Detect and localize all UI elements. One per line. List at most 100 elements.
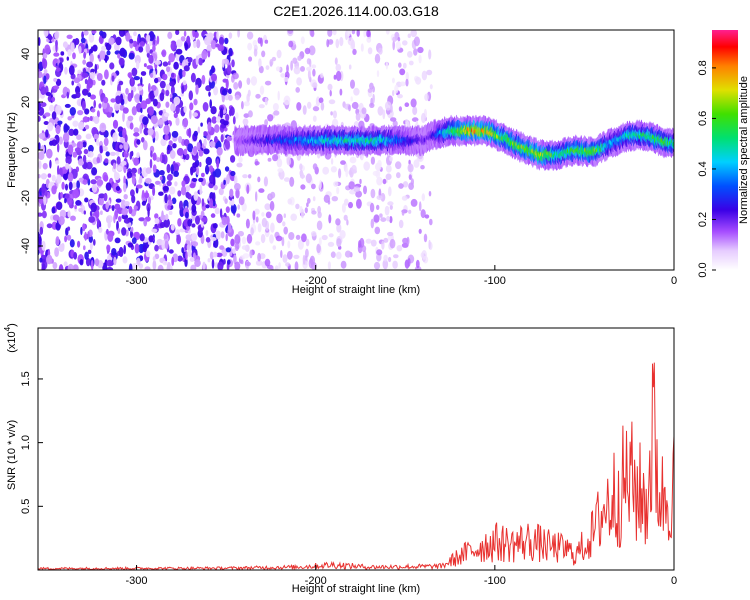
noise-speckle — [230, 203, 237, 214]
noise-speckle — [347, 37, 354, 46]
noise-speckle — [238, 80, 243, 89]
noise-speckle — [91, 30, 97, 34]
noise-speckle — [115, 36, 122, 46]
noise-speckle — [54, 31, 60, 40]
noise-speckle — [373, 261, 381, 270]
noise-speckle — [121, 199, 126, 210]
noise-speckle — [107, 220, 111, 229]
noise-speckle — [180, 36, 186, 42]
noise-speckle — [54, 247, 59, 257]
noise-speckle — [250, 76, 258, 86]
noise-speckle — [55, 124, 61, 135]
noise-speckle — [189, 182, 196, 189]
noise-speckle — [214, 207, 220, 215]
noise-speckle — [201, 172, 205, 178]
noise-speckle — [207, 121, 212, 132]
noise-speckle — [75, 91, 81, 99]
noise-speckle — [370, 188, 376, 199]
noise-speckle — [203, 148, 210, 155]
noise-speckle — [119, 144, 123, 149]
noise-speckle — [336, 186, 340, 195]
noise-speckle — [87, 249, 92, 254]
noise-speckle — [165, 213, 169, 221]
noise-speckle — [395, 161, 402, 170]
noise-speckle — [221, 216, 227, 226]
noise-speckle — [100, 210, 103, 215]
noise-speckle — [135, 184, 143, 189]
noise-speckle — [311, 210, 317, 215]
noise-speckle — [392, 36, 398, 42]
noise-speckle — [190, 166, 194, 176]
noise-speckle — [378, 47, 383, 55]
noise-speckle — [423, 233, 428, 243]
noise-speckle — [198, 177, 204, 183]
noise-speckle — [351, 101, 359, 110]
noise-speckle — [305, 248, 309, 258]
noise-speckle — [96, 110, 100, 118]
noise-speckle — [65, 155, 72, 165]
noise-speckle — [43, 75, 47, 84]
noise-speckle — [154, 244, 159, 252]
noise-speckle — [235, 188, 240, 199]
noise-speckle — [101, 79, 106, 86]
noise-speckle — [382, 109, 386, 120]
noise-speckle — [176, 147, 184, 156]
noise-speckle — [89, 53, 94, 64]
noise-speckle — [166, 173, 173, 182]
noise-speckle — [407, 257, 411, 267]
noise-speckle — [405, 78, 409, 87]
noise-speckle — [140, 76, 143, 86]
noise-speckle — [82, 116, 89, 123]
noise-speckle — [219, 118, 226, 125]
noise-speckle — [386, 215, 391, 222]
noise-speckle — [72, 120, 79, 127]
noise-speckle — [374, 226, 381, 235]
noise-speckle — [105, 151, 110, 157]
noise-speckle — [218, 188, 224, 196]
noise-speckle — [117, 53, 121, 59]
noise-speckle — [228, 88, 232, 95]
noise-speckle — [231, 59, 235, 68]
noise-speckle — [141, 189, 145, 199]
noise-speckle — [40, 86, 46, 95]
noise-speckle — [344, 198, 349, 206]
noise-speckle — [131, 194, 136, 204]
noise-speckle — [56, 201, 63, 210]
noise-speckle — [84, 251, 89, 260]
noise-speckle — [257, 176, 261, 183]
noise-speckle — [38, 37, 41, 46]
noise-speckle — [340, 260, 347, 269]
noise-speckle — [150, 72, 154, 78]
noise-speckle — [157, 264, 164, 270]
snr-y-tick-label: 0.5 — [20, 499, 32, 514]
noise-speckle — [394, 84, 399, 94]
noise-speckle — [191, 204, 197, 213]
noise-speckle — [144, 266, 151, 270]
noise-speckle — [67, 226, 71, 231]
noise-speckle — [295, 234, 301, 240]
colorbar-tick-label: 0.8 — [697, 60, 709, 75]
noise-speckle — [81, 72, 89, 78]
noise-speckle — [117, 126, 124, 133]
noise-speckle — [83, 210, 87, 215]
noise-speckle — [241, 236, 247, 245]
noise-speckle — [149, 92, 155, 102]
noise-speckle — [79, 259, 84, 266]
noise-speckle — [299, 163, 303, 171]
noise-speckle — [162, 73, 168, 81]
noise-speckle — [197, 126, 200, 134]
noise-speckle — [133, 127, 140, 134]
noise-speckle — [178, 68, 184, 79]
noise-speckle — [139, 233, 145, 242]
noise-speckle — [55, 105, 62, 115]
noise-speckle — [150, 85, 157, 91]
noise-speckle — [224, 37, 229, 45]
noise-speckle — [385, 173, 392, 180]
noise-speckle — [96, 179, 104, 187]
noise-speckle — [80, 226, 83, 236]
noise-speckle — [207, 50, 211, 58]
noise-speckle — [114, 237, 121, 244]
noise-speckle — [269, 200, 275, 211]
noise-speckle — [272, 154, 279, 162]
noise-speckle — [348, 64, 352, 70]
